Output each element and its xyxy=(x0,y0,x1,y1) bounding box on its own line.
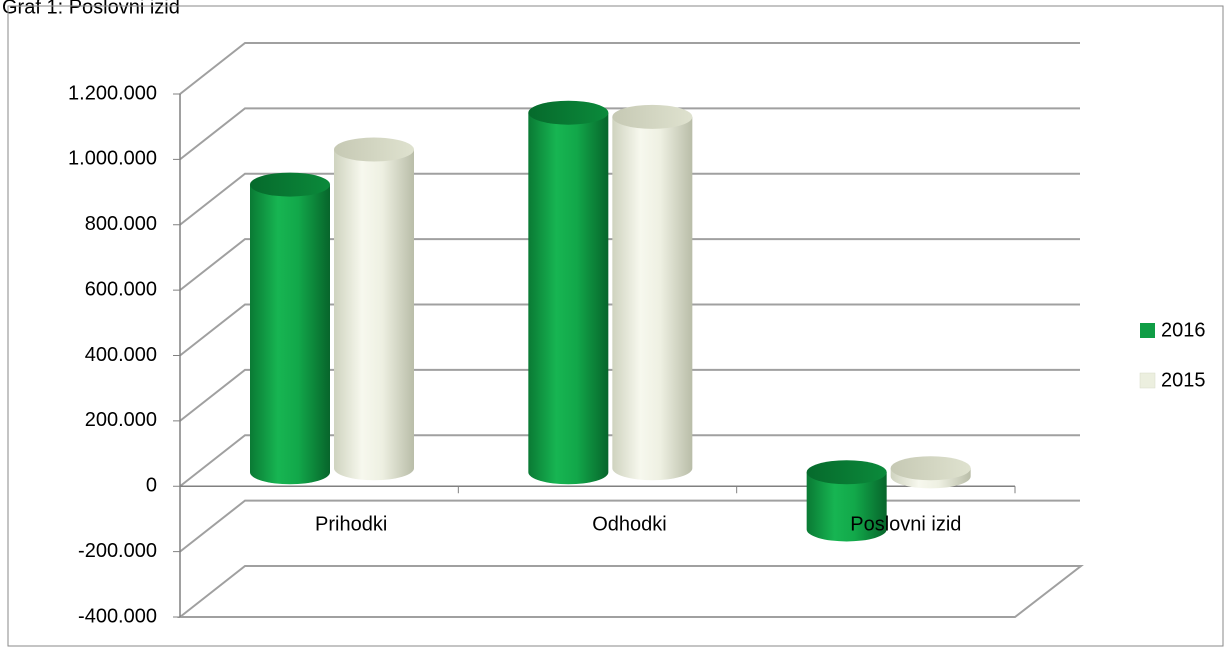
gridline-1.000.000 xyxy=(179,107,1080,161)
legend-label-2016: 2016 xyxy=(1161,319,1206,341)
y-tick-label: 1.200.000 xyxy=(68,82,157,104)
bar-2015-odhodki xyxy=(612,104,693,481)
y-tick-label: 200.000 xyxy=(85,409,157,431)
bar-2016-odhodki xyxy=(528,100,609,485)
gridline-1.200.000 xyxy=(179,42,1080,95)
y-tick-label: 0 xyxy=(146,475,157,497)
y-tick-label: -400.000 xyxy=(78,605,157,627)
bars xyxy=(250,100,971,542)
y-tick-label: 400.000 xyxy=(85,344,157,366)
bar-body xyxy=(528,112,609,485)
legend-label-2015: 2015 xyxy=(1161,369,1206,391)
bar-body xyxy=(806,472,887,542)
grid xyxy=(177,42,1084,618)
legend-swatch-2016 xyxy=(1140,323,1155,338)
bar-2016-poslovni-izid xyxy=(806,460,887,542)
chart-frame xyxy=(7,5,1224,647)
chart-title: Graf 1: Poslovni izid xyxy=(2,0,180,18)
bar-2015-prihodki xyxy=(334,137,414,481)
gridline-800.000 xyxy=(179,172,1080,226)
bar-cap xyxy=(334,137,414,162)
y-tick-label: -200.000 xyxy=(78,540,157,562)
category-label: Odhodki xyxy=(592,513,667,535)
category-label: Prihodki xyxy=(315,513,387,535)
gridline-600.000 xyxy=(179,238,1080,291)
gridline--200.000 xyxy=(179,499,1080,553)
legend: 2016 2015 xyxy=(1139,319,1206,391)
bar-body xyxy=(612,116,693,481)
floor-outline xyxy=(177,565,1084,618)
y-tick-label: 600.000 xyxy=(85,278,157,300)
labels: 1.200.000 1.000.000 800.000 600.000 400.000 2… xyxy=(68,82,961,627)
bar-body xyxy=(250,184,330,485)
bar-cap xyxy=(612,104,693,129)
bar-2016-prihodki xyxy=(250,172,330,485)
legend-swatch-2015 xyxy=(1139,372,1156,389)
bar-2015-poslovni-izid xyxy=(890,456,971,489)
bar-body xyxy=(334,149,414,481)
bar-cap xyxy=(528,100,609,125)
y-tick-label: 1.000.000 xyxy=(68,148,157,170)
bar-cap xyxy=(890,456,971,481)
gridline-0 xyxy=(179,434,1080,488)
bar-cap xyxy=(250,172,330,197)
gridline-200.000 xyxy=(179,368,1080,422)
y-tick-label: 800.000 xyxy=(85,213,157,235)
category-label: Poslovni izid xyxy=(850,513,961,535)
bar-cap xyxy=(806,460,887,485)
gridline-400.000 xyxy=(179,303,1080,357)
